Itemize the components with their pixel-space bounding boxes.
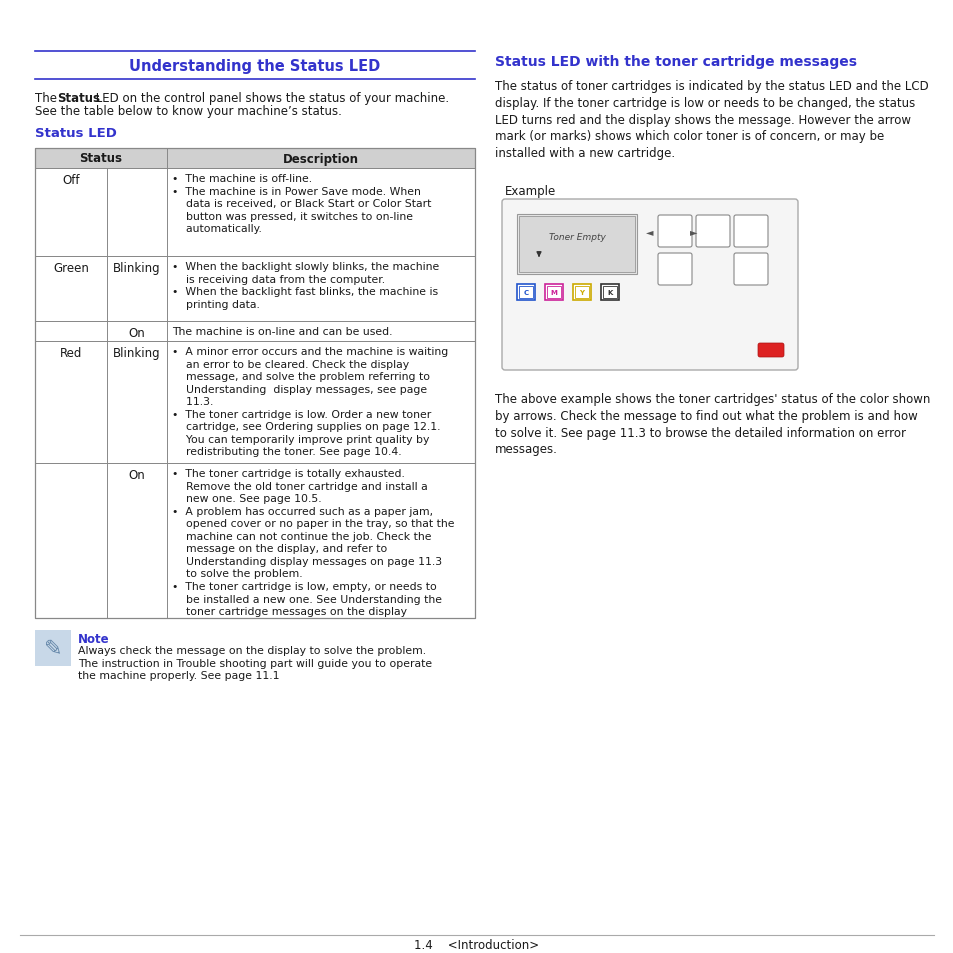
Bar [35, 630, 71, 666]
Text: M: M [550, 290, 557, 295]
Text: Status: Status [79, 152, 122, 165]
Text: Blinking: Blinking [113, 262, 161, 274]
Text: •  The machine is off-line.
•  The machine is in Power Save mode. When
    data : • The machine is off-line. • The machine… [172, 173, 431, 234]
Text: Blinking: Blinking [113, 347, 161, 359]
Bar [35, 149, 475, 618]
Text: ✎: ✎ [44, 639, 62, 659]
Text: •  A minor error occurs and the machine is waiting
    an error to be cleared. C: • A minor error occurs and the machine i… [172, 347, 448, 457]
Bar [35, 256, 475, 322]
Text: On: On [129, 327, 145, 339]
Text: Example: Example [504, 185, 556, 198]
FancyBboxPatch shape [501, 200, 797, 371]
Text: ►: ► [690, 227, 697, 236]
Text: Green: Green [53, 262, 89, 274]
Text: Description: Description [283, 152, 358, 165]
Bar [602, 287, 617, 298]
FancyBboxPatch shape [696, 215, 729, 248]
Text: The machine is on-line and can be used.: The machine is on-line and can be used. [172, 327, 392, 336]
Text: 1.4    <Introduction>: 1.4 <Introduction> [414, 939, 539, 951]
Bar [517, 214, 637, 274]
Text: •  When the backlight slowly blinks, the machine
    is receiving data from the : • When the backlight slowly blinks, the … [172, 262, 438, 310]
Bar [35, 341, 475, 463]
Text: K: K [607, 290, 612, 295]
FancyBboxPatch shape [758, 344, 783, 357]
FancyBboxPatch shape [733, 215, 767, 248]
Text: Status LED with the toner cartridge messages: Status LED with the toner cartridge mess… [495, 55, 856, 69]
Text: Status: Status [57, 91, 100, 105]
Text: On: On [129, 469, 145, 481]
Bar [35, 169, 475, 256]
Text: Understanding the Status LED: Understanding the Status LED [130, 58, 380, 73]
FancyBboxPatch shape [733, 253, 767, 286]
Text: Toner Empty: Toner Empty [548, 233, 605, 241]
Text: Y: Y [578, 290, 584, 295]
Text: Red: Red [60, 347, 82, 359]
Bar [600, 285, 618, 301]
Text: •  The toner cartridge is totally exhausted.
    Remove the old toner cartridge : • The toner cartridge is totally exhaust… [172, 469, 454, 617]
Bar [518, 216, 635, 273]
Text: Always check the message on the display to solve the problem.
The instruction in: Always check the message on the display … [78, 645, 432, 680]
FancyBboxPatch shape [658, 215, 691, 248]
Text: LED on the control panel shows the status of your machine.: LED on the control panel shows the statu… [91, 91, 449, 105]
Bar [518, 287, 533, 298]
Text: The: The [35, 91, 61, 105]
Text: The above example shows the toner cartridges' status of the color shown
by arrow: The above example shows the toner cartri… [495, 393, 929, 456]
Bar [35, 149, 475, 169]
Bar [575, 287, 588, 298]
Text: See the table below to know your machine’s status.: See the table below to know your machine… [35, 105, 341, 118]
FancyBboxPatch shape [658, 253, 691, 286]
Text: Off: Off [62, 173, 80, 187]
Bar [35, 463, 475, 618]
Text: Status LED: Status LED [35, 127, 117, 140]
Text: The status of toner cartridges is indicated by the status LED and the LCD
displa: The status of toner cartridges is indica… [495, 80, 928, 160]
Bar [546, 287, 560, 298]
Text: Note: Note [78, 633, 110, 645]
Text: C: C [523, 290, 528, 295]
Bar [573, 285, 590, 301]
Text: ◄: ◄ [645, 227, 653, 236]
Bar [35, 322, 475, 341]
Bar [517, 285, 535, 301]
Bar [544, 285, 562, 301]
